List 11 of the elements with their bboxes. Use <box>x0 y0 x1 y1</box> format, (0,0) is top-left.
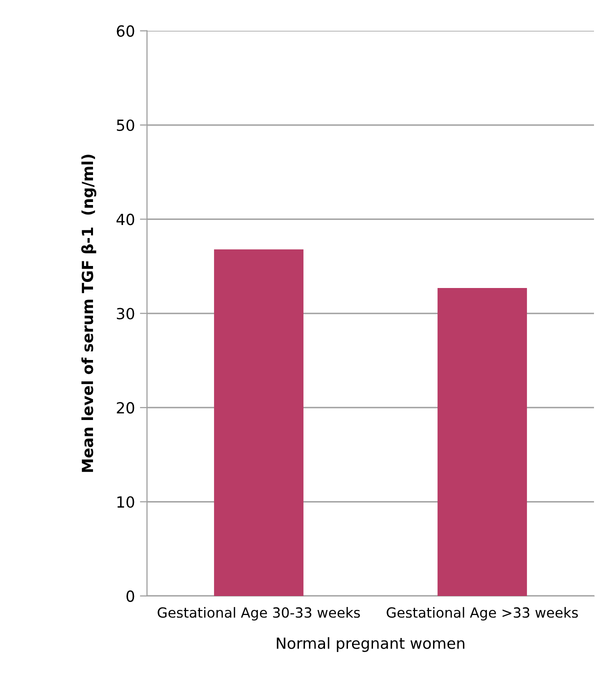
x-tick-label: Gestational Age 30-33 weeks <box>158 607 360 621</box>
y-tick-label: 20 <box>116 402 134 414</box>
x-tick-label: Gestational Age >33 weeks <box>386 607 578 621</box>
x-axis-title: Normal pregnant women <box>276 637 464 652</box>
y-tick-label: 40 <box>116 214 134 226</box>
y-tick-label: 30 <box>116 308 134 320</box>
y-tick-label: 60 <box>116 25 134 37</box>
y-tick-label: 50 <box>116 119 134 132</box>
y-tick-label: 10 <box>117 496 134 508</box>
y-axis-title: Mean level of serum TGF β-1 (ng/ml) <box>81 154 96 472</box>
y-tick-label: 0 <box>126 590 134 602</box>
